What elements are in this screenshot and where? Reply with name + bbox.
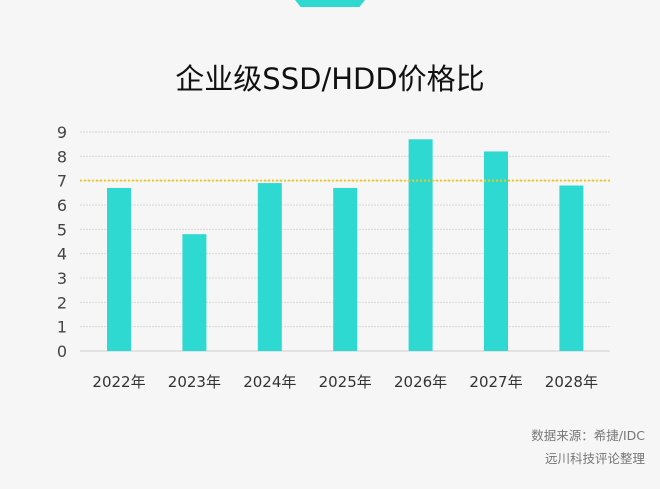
top-tab-decoration	[295, 0, 365, 7]
x-tick-label: 2023年	[168, 373, 221, 391]
y-tick-label: 8	[57, 147, 67, 166]
y-tick-label: 1	[57, 318, 67, 337]
chart-title: 企业级SSD/HDD价格比	[175, 62, 485, 96]
x-tick-label: 2022年	[92, 373, 145, 391]
y-tick-label: 4	[57, 245, 67, 264]
y-tick-label: 7	[57, 172, 67, 191]
y-tick-label: 2	[57, 293, 67, 312]
x-tick-label: 2024年	[243, 373, 296, 391]
y-tick-label: 6	[57, 196, 67, 215]
y-tick-label: 9	[57, 123, 67, 142]
bar	[182, 234, 207, 351]
credit-note: 远川科技评论整理	[544, 451, 645, 466]
x-tick-label: 2025年	[319, 373, 372, 391]
bar	[484, 151, 508, 351]
source-note: 数据来源：希捷/IDC	[531, 428, 645, 443]
x-tick-label: 2028年	[545, 373, 598, 391]
bar	[333, 187, 358, 351]
bar	[257, 183, 282, 351]
y-tick-label: 3	[57, 269, 67, 288]
bar	[559, 185, 584, 351]
x-tick-label: 2026年	[394, 373, 447, 391]
y-tick-label: 5	[57, 220, 67, 239]
x-tick-label: 2027年	[469, 373, 522, 391]
bar	[107, 187, 131, 351]
bar	[408, 139, 433, 351]
y-tick-label: 0	[57, 342, 67, 361]
